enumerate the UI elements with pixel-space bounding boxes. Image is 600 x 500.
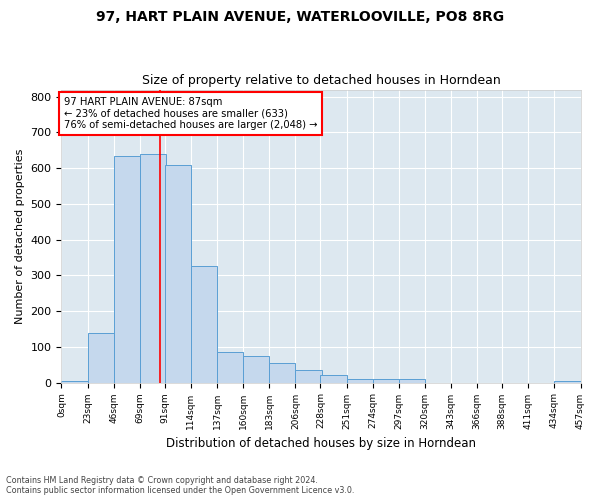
Bar bbox=[217, 352, 243, 382]
Title: Size of property relative to detached houses in Horndean: Size of property relative to detached ho… bbox=[142, 74, 500, 87]
Bar bbox=[61, 381, 88, 382]
Bar bbox=[347, 379, 373, 382]
Bar bbox=[320, 376, 347, 382]
Text: 97 HART PLAIN AVENUE: 87sqm
← 23% of detached houses are smaller (633)
76% of se: 97 HART PLAIN AVENUE: 87sqm ← 23% of det… bbox=[64, 96, 317, 130]
X-axis label: Distribution of detached houses by size in Horndean: Distribution of detached houses by size … bbox=[166, 437, 476, 450]
Bar bbox=[191, 266, 217, 382]
Bar bbox=[554, 381, 581, 382]
Bar bbox=[373, 379, 399, 382]
Bar bbox=[269, 363, 295, 382]
Y-axis label: Number of detached properties: Number of detached properties bbox=[15, 148, 25, 324]
Text: Contains HM Land Registry data © Crown copyright and database right 2024.
Contai: Contains HM Land Registry data © Crown c… bbox=[6, 476, 355, 495]
Bar bbox=[88, 332, 113, 382]
Bar bbox=[140, 154, 166, 382]
Bar bbox=[243, 356, 269, 382]
Bar bbox=[295, 370, 322, 382]
Bar bbox=[113, 156, 140, 382]
Bar bbox=[399, 379, 425, 382]
Bar bbox=[165, 164, 191, 382]
Text: 97, HART PLAIN AVENUE, WATERLOOVILLE, PO8 8RG: 97, HART PLAIN AVENUE, WATERLOOVILLE, PO… bbox=[96, 10, 504, 24]
